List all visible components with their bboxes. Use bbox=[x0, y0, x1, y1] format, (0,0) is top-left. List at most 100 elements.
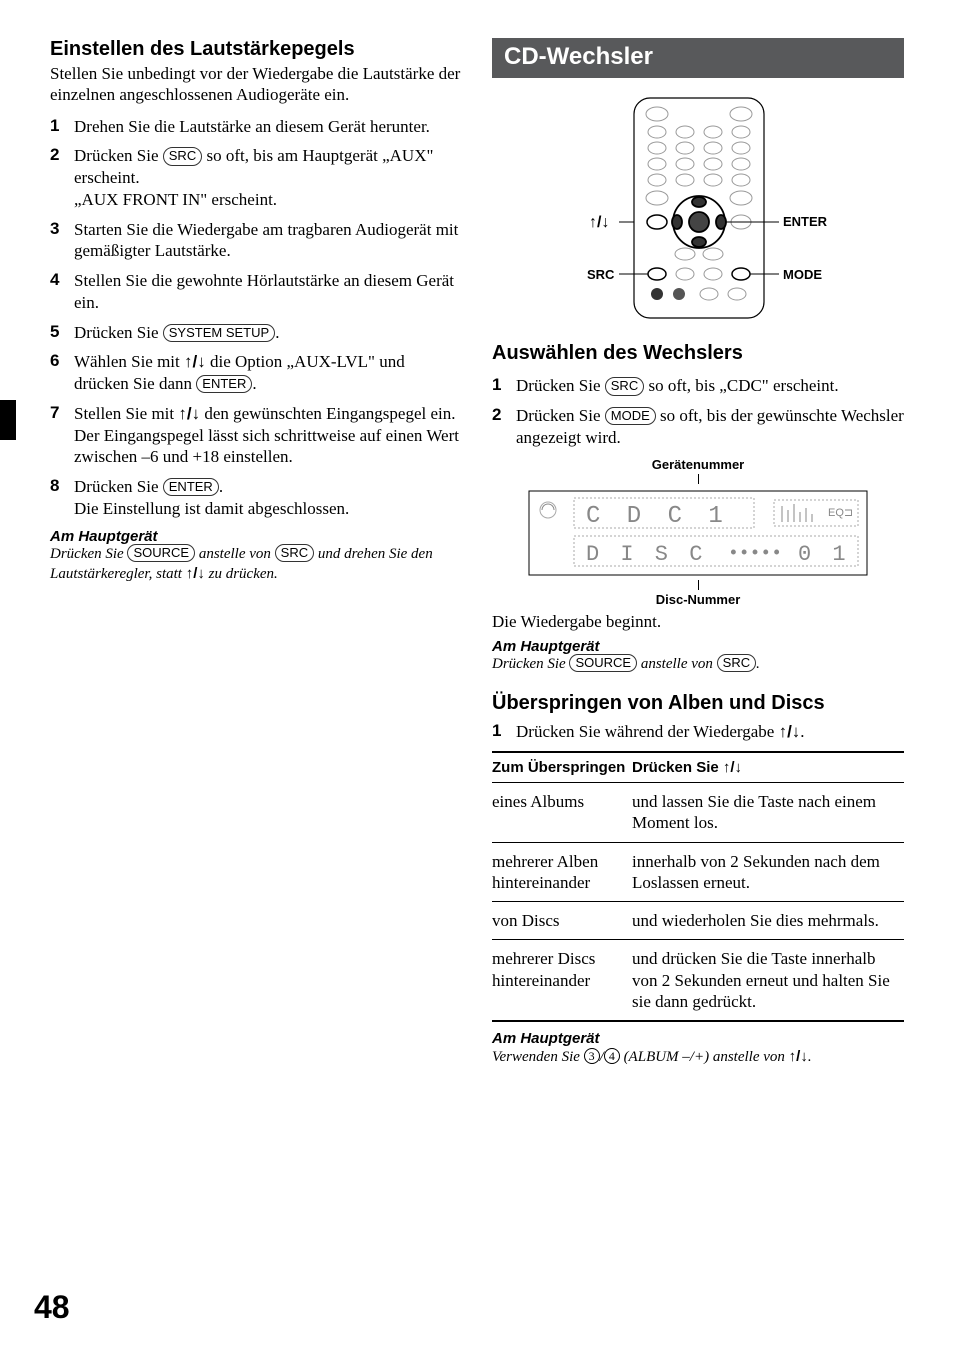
col2-header: Drücken Sie ↑/↓ bbox=[632, 752, 904, 783]
text-part: Drücken Sie bbox=[516, 406, 605, 425]
source-button: SOURCE bbox=[569, 654, 637, 672]
left-column: Einstellen des Lautstärkepegels Stellen … bbox=[50, 38, 462, 1068]
note-body: Drücken Sie SOURCE anstelle von SRC. bbox=[492, 655, 904, 675]
cell: von Discs bbox=[492, 902, 632, 940]
sub-text: Der Eingangspegel lässt sich schrittweis… bbox=[74, 425, 462, 469]
src-label: SRC bbox=[587, 267, 615, 282]
svg-text:•••••: ••••• bbox=[728, 544, 782, 564]
step-6: 6 Wählen Sie mit ↑/↓ die Option „AUX-LVL… bbox=[50, 351, 462, 395]
svg-text:EQ⊐: EQ⊐ bbox=[828, 507, 853, 519]
step-number: 5 bbox=[50, 322, 64, 344]
step-number: 4 bbox=[50, 270, 64, 314]
text-part: . bbox=[252, 374, 256, 393]
section-title: CD-Wechsler bbox=[492, 38, 904, 78]
enter-label: ENTER bbox=[783, 214, 828, 229]
note-heading: Am Hauptgerät bbox=[492, 1030, 904, 1047]
text-part: anstelle von bbox=[637, 656, 717, 672]
svg-text:0 1: 0 1 bbox=[798, 542, 850, 567]
step-number: 1 bbox=[50, 116, 64, 138]
step-text: Starten Sie die Wiedergabe am tragbaren … bbox=[74, 219, 462, 263]
skip-step-1: 1 Drücken Sie während der Wiedergabe ↑/↓… bbox=[492, 721, 904, 743]
cell: eines Albums bbox=[492, 783, 632, 843]
step-number: 8 bbox=[50, 476, 64, 520]
text-part: Drücken Sie während der Wiedergabe bbox=[516, 722, 779, 741]
src-button: SRC bbox=[275, 544, 314, 562]
cell: mehrerer Alben hintereinander bbox=[492, 842, 632, 902]
text-part: Stellen Sie mit bbox=[74, 404, 178, 423]
step-text: Drücken Sie SRC so oft, bis am Hauptgerä… bbox=[74, 145, 462, 210]
text-part: den gewünschten Eingangspegel ein. bbox=[200, 404, 455, 423]
arrows-icon: ↑/↓ bbox=[789, 1048, 808, 1065]
circled-4: 4 bbox=[604, 1048, 620, 1064]
arrows-icon: ↑/↓ bbox=[184, 352, 206, 371]
step-number: 3 bbox=[50, 219, 64, 263]
step-8: 8 Drücken Sie ENTER. Die Einstellung ist… bbox=[50, 476, 462, 520]
text-part: Drücken Sie bbox=[516, 376, 605, 395]
arrows-icon: ↑/↓ bbox=[186, 565, 205, 582]
cell: und wiederholen Sie dies mehrmals. bbox=[632, 902, 904, 940]
table-row: von Discsund wiederholen Sie dies mehrma… bbox=[492, 902, 904, 940]
table-row: mehrerer Discs hintereinanderund drücken… bbox=[492, 940, 904, 1021]
source-button: SOURCE bbox=[127, 544, 195, 562]
step-number: 1 bbox=[492, 721, 506, 743]
caption-bottom: Disc-Nummer bbox=[492, 592, 904, 607]
step-text: Stellen Sie mit ↑/↓ den gewünschten Eing… bbox=[74, 403, 462, 468]
heading-skip: Überspringen von Alben und Discs bbox=[492, 692, 904, 715]
enter-button: ENTER bbox=[196, 375, 252, 393]
step-1: 1 Drehen Sie die Lautstärke an diesem Ge… bbox=[50, 116, 462, 138]
final-note-body: Verwenden Sie 3/4 (ALBUM –/+) anstelle v… bbox=[492, 1047, 904, 1068]
step-text: Drücken Sie MODE so oft, bis der gewünsc… bbox=[516, 405, 904, 449]
display-bottom-text: D I S C bbox=[586, 542, 706, 567]
text-part: so oft, bis „CDC" erscheint. bbox=[644, 376, 838, 395]
step-text: Drücken Sie ENTER. Die Einstellung ist d… bbox=[74, 476, 349, 520]
mode-button: MODE bbox=[605, 407, 656, 425]
text-part: zu drücken. bbox=[205, 566, 278, 582]
src-button: SRC bbox=[163, 147, 202, 165]
text-part: . bbox=[219, 477, 223, 496]
right-column: CD-Wechsler bbox=[492, 38, 904, 1068]
cell: mehrerer Discs hintereinander bbox=[492, 940, 632, 1021]
src-button: SRC bbox=[717, 654, 756, 672]
step-text: Drücken Sie während der Wiedergabe ↑/↓. bbox=[516, 721, 805, 743]
cell: innerhalb von 2 Sekunden nach dem Loslas… bbox=[632, 842, 904, 902]
cell: und lassen Sie die Taste nach einem Mome… bbox=[632, 783, 904, 843]
step-number: 6 bbox=[50, 351, 64, 395]
table-row: eines Albumsund lassen Sie die Taste nac… bbox=[492, 783, 904, 843]
text-part: . bbox=[800, 722, 804, 741]
arrows-icon: ↑/↓ bbox=[723, 759, 742, 776]
heading-volume: Einstellen des Lautstärkepegels bbox=[50, 38, 462, 61]
text-part: anstelle von bbox=[195, 546, 275, 562]
side-tab bbox=[0, 400, 16, 440]
table-row: mehrerer Alben hintereinanderinnerhalb v… bbox=[492, 842, 904, 902]
step-number: 7 bbox=[50, 403, 64, 468]
sub-text: „AUX FRONT IN" erscheint. bbox=[74, 189, 462, 211]
text-part: Drücken Sie bbox=[74, 146, 163, 165]
step-number: 2 bbox=[492, 405, 506, 449]
enter-button: ENTER bbox=[163, 478, 219, 496]
step-2: 2 Drücken Sie SRC so oft, bis am Hauptge… bbox=[50, 145, 462, 210]
text-part: Drücken Sie bbox=[492, 656, 569, 672]
step-number: 2 bbox=[50, 145, 64, 210]
page-number: 48 bbox=[34, 1289, 70, 1326]
remote-diagram: ENTER ↑/↓ SRC MODE bbox=[539, 94, 857, 324]
intro-text: Stellen Sie unbedingt vor der Wiedergabe… bbox=[50, 63, 462, 106]
text-part: . bbox=[275, 323, 279, 342]
step-3: 3 Starten Sie die Wiedergabe am tragbare… bbox=[50, 219, 462, 263]
step-7: 7 Stellen Sie mit ↑/↓ den gewünschten Ei… bbox=[50, 403, 462, 468]
text-part: Drücken Sie bbox=[74, 477, 163, 496]
after-display-text: Die Wiedergabe beginnt. bbox=[492, 611, 904, 632]
step-text: Drücken Sie SYSTEM SETUP. bbox=[74, 322, 279, 344]
step-text: Stellen Sie die gewohnte Hörlautstärke a… bbox=[74, 270, 462, 314]
text-part: Drücken Sie bbox=[74, 323, 163, 342]
text-part: Drücken Sie bbox=[50, 546, 127, 562]
tick bbox=[698, 580, 699, 590]
mode-label: MODE bbox=[783, 267, 822, 282]
cell: und drücken Sie die Taste innerhalb von … bbox=[632, 940, 904, 1021]
text-part: . bbox=[756, 656, 760, 672]
col1-header: Zum Überspringen bbox=[492, 752, 632, 783]
caption-top: Gerätenummer bbox=[492, 457, 904, 472]
step-1: 1 Drücken Sie SRC so oft, bis „CDC" ersc… bbox=[492, 375, 904, 397]
display-top-text: C D C 1 bbox=[586, 503, 729, 530]
src-button: SRC bbox=[605, 377, 644, 395]
circled-3: 3 bbox=[584, 1048, 600, 1064]
